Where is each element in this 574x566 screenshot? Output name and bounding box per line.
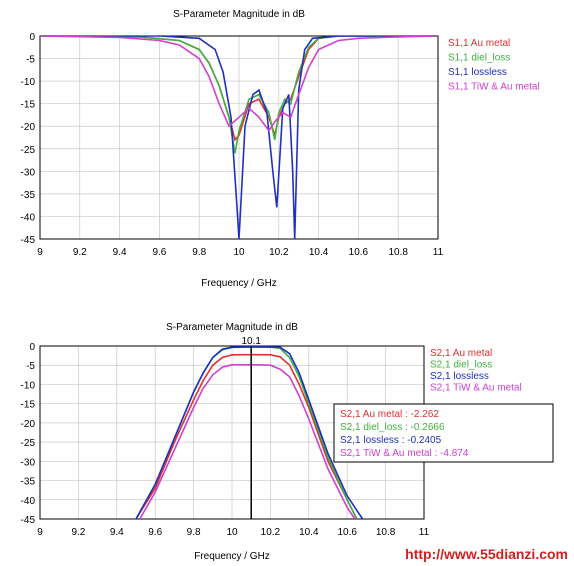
x-tick-label: 10.6 (349, 247, 369, 258)
y-tick-label: -20 (21, 419, 36, 430)
y-tick-label: -30 (21, 167, 36, 178)
x-tick-label: 10.6 (337, 527, 357, 538)
series-line-3 (40, 36, 438, 239)
x-tick-label: 9.2 (73, 247, 87, 258)
watermark: http://www.55dianzi.com (405, 546, 568, 562)
x-axis-label: Frequency / GHz (194, 551, 270, 562)
chart-title: S-Parameter Magnitude in dB (173, 9, 305, 20)
y-tick-label: -25 (21, 438, 36, 449)
chart-2: 9 9.2 9.4 9.6 9.8 10 10.2 10.4 10.6 10.8 11 0 -5 -10 -… (21, 322, 554, 562)
y-tick-label: -15 (21, 100, 36, 111)
y-tick-label: -15 (21, 400, 36, 411)
series-line-2 (40, 36, 438, 154)
marker-label: 10.1 (241, 336, 261, 347)
x-tick-label: 9.8 (192, 247, 206, 258)
x-tick-label: 10.8 (388, 247, 408, 258)
legend-entry: S2,1 Au metal (430, 348, 492, 359)
y-tick-label: -10 (21, 77, 36, 88)
legend-entry: S2,1 TiW & Au metal (430, 383, 522, 394)
legend-entry: S2,1 diel_loss (430, 360, 492, 371)
annotation-line: S2,1 diel_loss : -0.2666 (340, 422, 445, 433)
x-tick-label: 10.4 (309, 247, 329, 258)
x-tick-label: 11 (433, 247, 444, 258)
chart-title: S-Parameter Magnitude in dB (166, 322, 298, 333)
legend-entry: S1,1 Au metal (448, 38, 510, 49)
x-tick-label: 9.8 (187, 527, 201, 538)
annotation-line: S2,1 Au metal : -2.262 (340, 409, 439, 420)
y-tick-label: -30 (21, 457, 36, 468)
annotation-line: S2,1 TiW & Au metal : -4.874 (340, 448, 469, 459)
y-tick-label: -35 (21, 477, 36, 488)
y-tick-label: -5 (26, 55, 35, 66)
x-tick-label: 10.8 (376, 527, 396, 538)
x-tick-label: 10 (226, 527, 238, 538)
y-tick-label: -40 (21, 496, 36, 507)
x-tick-label: 9.6 (152, 247, 166, 258)
x-tick-label: 10 (233, 247, 245, 258)
y-tick-label: -25 (21, 145, 36, 156)
x-tick-label: 11 (419, 527, 430, 538)
y-tick-label: -45 (21, 515, 36, 526)
x-tick-label: 9.4 (113, 247, 127, 258)
y-tick-label: -10 (21, 380, 36, 391)
x-tick-label: 9.2 (71, 527, 85, 538)
chart-1: 9 9.2 9.4 9.6 9.8 10 10.2 10.4 10.6 10.8 11 0 -5 -10 -… (21, 9, 540, 289)
y-tick-label: 0 (29, 342, 35, 353)
legend-entry: S2,1 lossless (430, 371, 489, 382)
y-tick-label: -45 (21, 235, 36, 246)
x-tick-label: 9 (37, 247, 43, 258)
x-axis-label: Frequency / GHz (201, 278, 277, 289)
legend-entry: S1,1 diel_loss (448, 53, 510, 64)
y-tick-label: -40 (21, 212, 36, 223)
y-tick-label: -20 (21, 122, 36, 133)
y-tick-label: -35 (21, 190, 36, 201)
x-tick-label: 9.4 (110, 527, 124, 538)
annotation-line: S2,1 lossless : -0.2405 (340, 435, 442, 446)
x-tick-label: 10.4 (299, 527, 319, 538)
annotation-box (333, 403, 554, 463)
legend-entry: S1,1 TiW & Au metal (448, 82, 540, 93)
x-tick-label: 9.6 (148, 527, 162, 538)
x-tick-label: 9 (37, 527, 43, 538)
x-tick-label: 10.2 (261, 527, 281, 538)
legend-entry: S1,1 lossless (448, 67, 507, 78)
y-tick-label: -5 (26, 361, 35, 372)
x-tick-label: 10.2 (269, 247, 289, 258)
series-line-4 (40, 36, 438, 133)
y-tick-label: 0 (29, 32, 35, 43)
